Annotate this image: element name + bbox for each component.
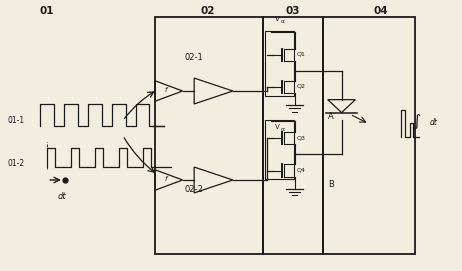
Text: 01-2: 01-2 (7, 159, 25, 168)
Bar (155, 17, 263, 254)
Text: cc: cc (281, 19, 286, 24)
Text: f: f (164, 176, 167, 182)
Text: f: f (164, 88, 167, 93)
Text: V: V (275, 124, 280, 130)
Bar (265, 31, 294, 96)
Text: Q4: Q4 (297, 167, 305, 173)
Text: cc: cc (281, 127, 286, 132)
Text: V: V (275, 16, 280, 22)
Bar (323, 17, 415, 254)
Text: 01-1: 01-1 (7, 116, 25, 125)
Text: 02-1: 02-1 (185, 53, 204, 62)
Text: 02-2: 02-2 (185, 185, 204, 194)
Text: 04: 04 (373, 7, 388, 17)
Text: Q3: Q3 (297, 135, 305, 140)
Text: 01: 01 (40, 7, 54, 17)
Text: Q2: Q2 (297, 84, 305, 89)
Text: Q1: Q1 (297, 51, 305, 57)
Text: dt: dt (57, 192, 66, 201)
Text: dt: dt (430, 118, 438, 127)
Text: $\int$: $\int$ (412, 113, 421, 131)
Text: A: A (328, 112, 334, 121)
Text: 02: 02 (201, 7, 215, 17)
Bar (265, 120, 294, 179)
Bar (263, 17, 323, 254)
Text: 03: 03 (286, 7, 300, 17)
Text: B: B (328, 179, 334, 189)
